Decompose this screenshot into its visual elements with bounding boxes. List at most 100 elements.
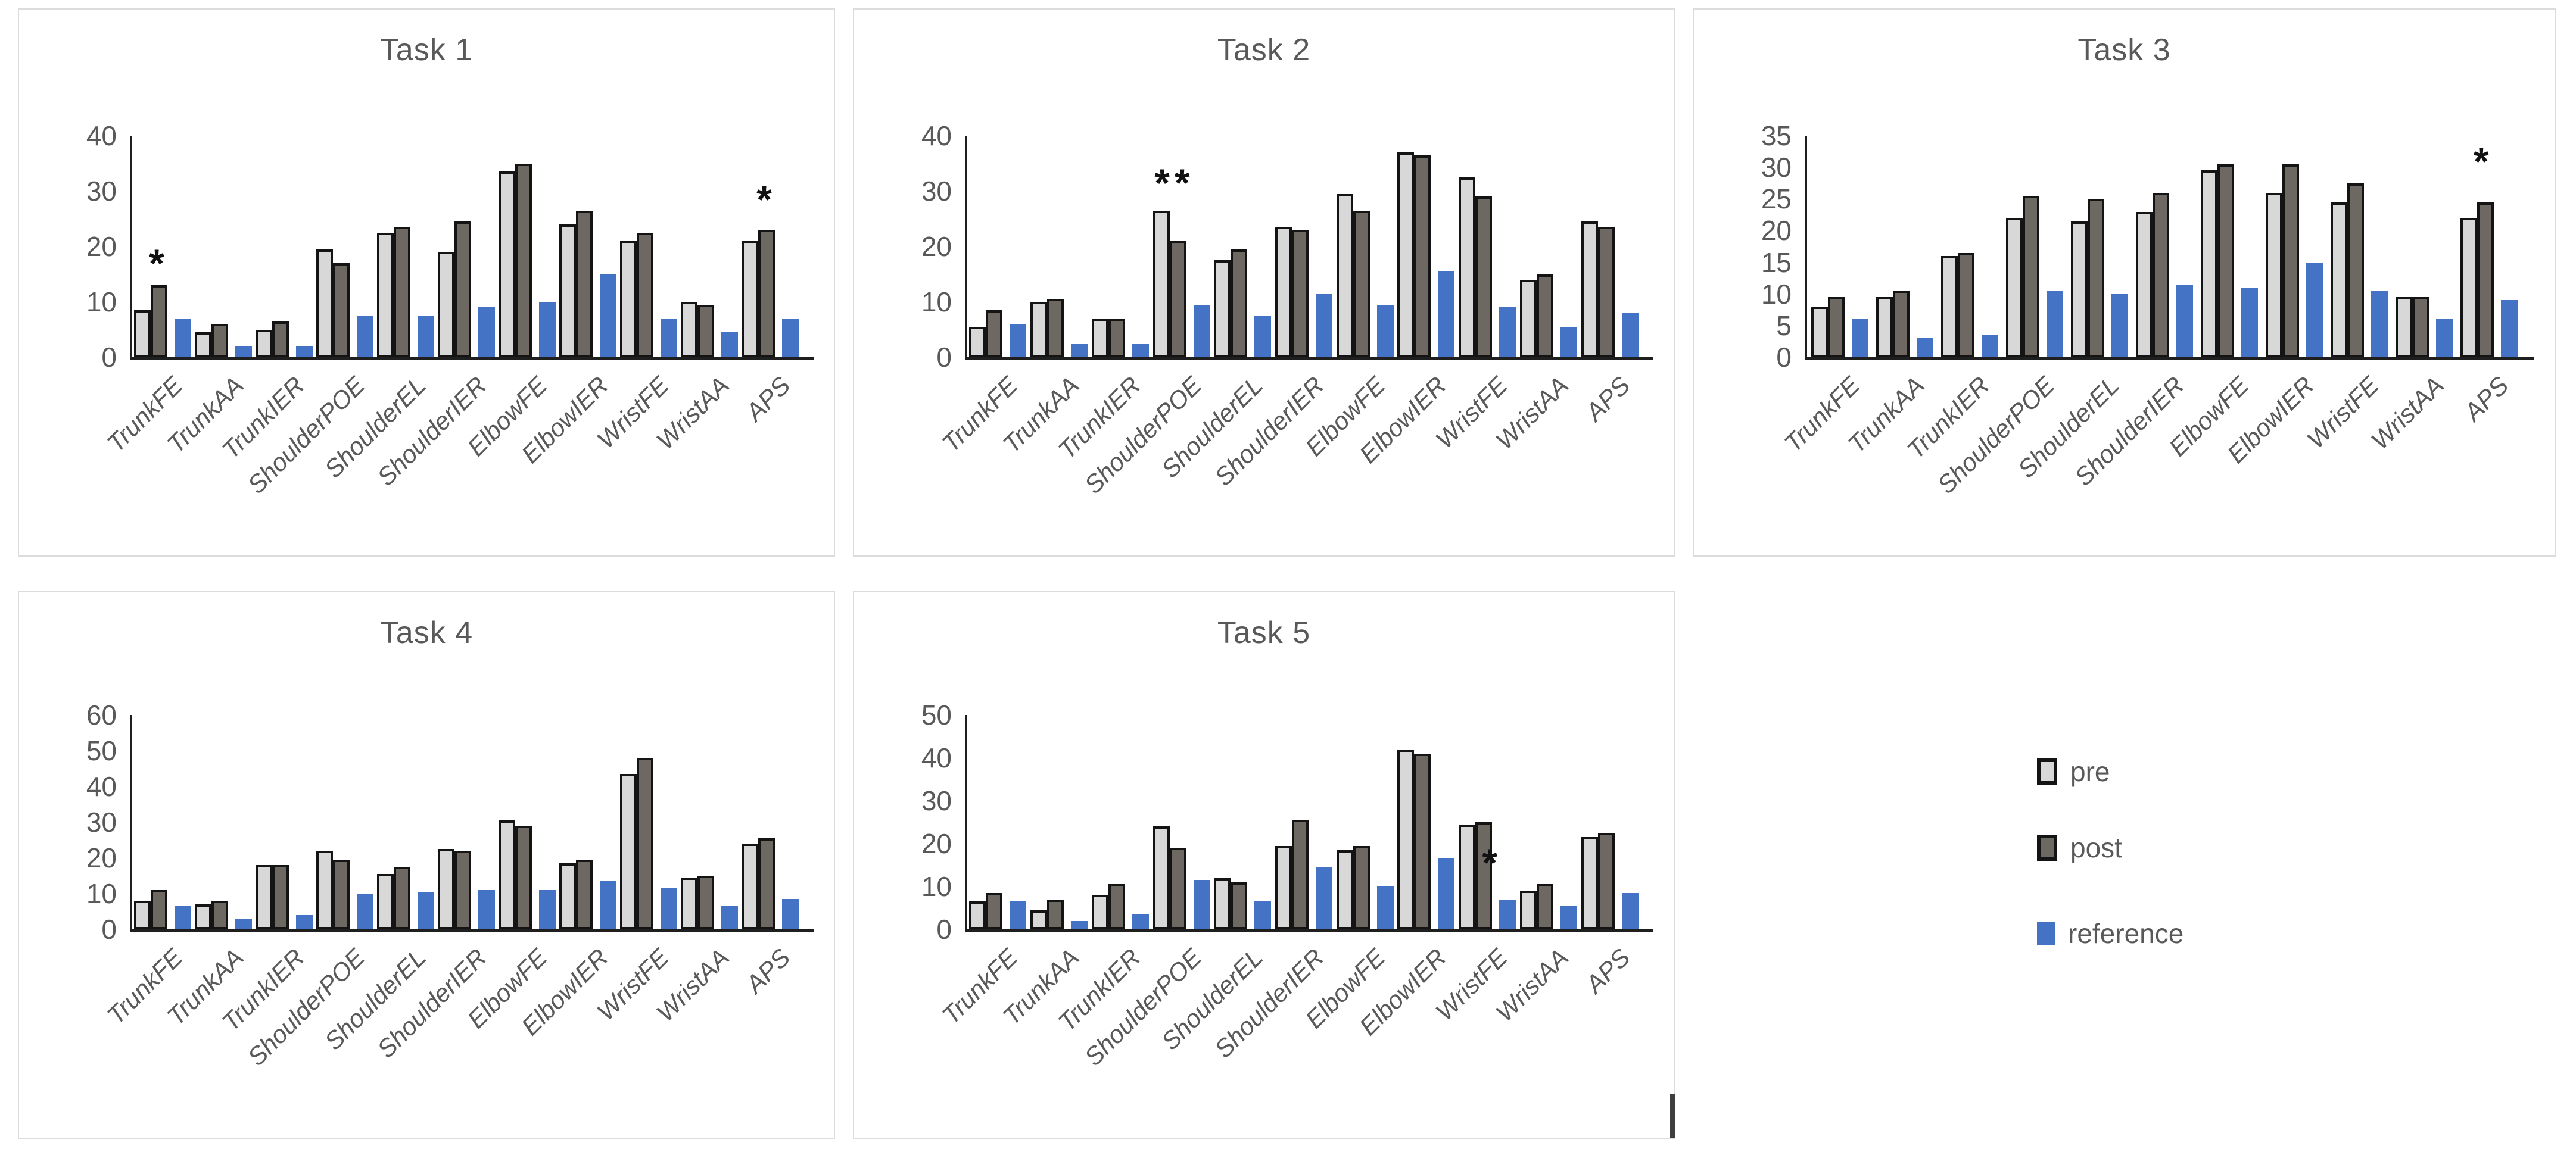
significance-marker: * xyxy=(1482,841,1503,885)
bar-pre-TrunkIER xyxy=(1091,895,1108,929)
bar-pre-TrunkAA xyxy=(1030,910,1048,929)
bar-post-WristAA xyxy=(697,876,714,929)
bar-post-ShoulderIER xyxy=(2152,192,2169,357)
bar-post-WristFE xyxy=(1475,822,1493,929)
bar-post-ElbowFE xyxy=(2217,164,2234,357)
bar-post-WristFE xyxy=(637,758,653,929)
bar-pre-ElbowIER xyxy=(2265,192,2282,357)
bar-post-ShoulderPOE xyxy=(333,263,350,357)
y-axis-line xyxy=(130,136,132,357)
bar-pre-WristFE xyxy=(620,241,637,357)
bar-pre-TrunkAA xyxy=(195,332,211,357)
bar-reference-ShoulderIER xyxy=(2176,284,2193,357)
y-tick-label: 5 xyxy=(1776,310,1792,341)
bar-pre-WristAA xyxy=(1519,891,1537,929)
bar-reference-TrunkFE xyxy=(1010,901,1027,929)
plot-area: * xyxy=(965,715,1653,932)
bar-group-ShoulderIER xyxy=(1275,136,1332,357)
bar-group-TrunkAA xyxy=(195,715,252,929)
bar-post-ShoulderEL xyxy=(2087,199,2104,357)
chart-title: Task 2 xyxy=(1217,33,1311,67)
legend-item-pre: pre xyxy=(2037,755,2110,788)
bar-group-APS xyxy=(742,136,799,357)
bar-pre-ShoulderPOE xyxy=(2005,218,2023,357)
bar-pre-APS xyxy=(742,241,758,357)
bar-group-ShoulderPOE xyxy=(2005,136,2063,357)
bar-group-TrunkIER xyxy=(256,136,313,357)
bar-post-TrunkAA xyxy=(1047,899,1064,929)
bar-group-TrunkFE xyxy=(969,136,1027,357)
bar-reference-WristFE xyxy=(661,888,677,929)
bar-group-WristAA xyxy=(2395,136,2453,357)
bar-pre-ShoulderIER xyxy=(1275,845,1292,929)
bar-pre-WristAA xyxy=(681,302,697,357)
significance-marker: * xyxy=(149,241,169,285)
bar-group-ShoulderEL xyxy=(2070,136,2128,357)
y-tick-label: 50 xyxy=(921,700,952,730)
bar-group-ShoulderIER xyxy=(438,715,495,929)
bar-post-WristFE xyxy=(2347,183,2364,357)
bar-group-TrunkAA xyxy=(1030,715,1088,929)
bar-reference-APS xyxy=(782,318,799,357)
bar-group-WristAA xyxy=(1519,136,1577,357)
bar-pre-ShoulderEL xyxy=(2070,221,2088,357)
bar-pre-APS xyxy=(1581,221,1598,357)
bar-post-TrunkIER xyxy=(1108,884,1125,929)
bar-reference-TrunkIER xyxy=(1132,914,1149,929)
bar-group-APS xyxy=(1581,715,1639,929)
bar-reference-ElbowFE xyxy=(2241,288,2258,357)
bar-reference-ElbowFE xyxy=(539,890,556,929)
bar-group-TrunkFE xyxy=(1811,136,1868,357)
x-axis-line xyxy=(965,357,1653,360)
bar-group-WristAA xyxy=(681,136,738,357)
bar-group-ElbowIER xyxy=(2265,136,2323,357)
bar-pre-ShoulderPOE xyxy=(1152,210,1170,357)
bar-pre-APS xyxy=(2460,218,2477,357)
bar-group-TrunkIER xyxy=(1940,136,1998,357)
bar-post-WristAA xyxy=(2412,297,2429,357)
bar-post-ElbowFE xyxy=(1353,845,1370,929)
bar-post-TrunkFE xyxy=(986,892,1003,929)
bar-reference-TrunkAA xyxy=(1071,920,1088,929)
bar-pre-TrunkAA xyxy=(1876,297,1893,357)
significance-marker: * xyxy=(2473,139,2494,183)
bar-post-TrunkFE xyxy=(151,890,167,929)
bar-reference-ShoulderIER xyxy=(478,890,495,929)
y-tick-label: 10 xyxy=(86,878,117,909)
bar-group-ShoulderIER xyxy=(1275,715,1332,929)
bar-group-TrunkIER xyxy=(1091,715,1149,929)
bar-post-ShoulderEL xyxy=(1231,882,1248,929)
bar-pre-TrunkIER xyxy=(256,329,272,357)
bar-group-ElbowIER xyxy=(559,136,616,357)
bar-reference-ElbowIER xyxy=(1438,858,1455,929)
bar-post-TrunkAA xyxy=(211,324,228,357)
y-tick-label: 15 xyxy=(1761,246,1792,278)
bar-pre-ShoulderIER xyxy=(2135,211,2153,357)
bar-post-TrunkAA xyxy=(211,901,228,929)
y-tick-label: 30 xyxy=(1761,152,1792,183)
bar-reference-TrunkFE xyxy=(1851,319,1868,357)
bar-group-TrunkAA xyxy=(1030,136,1088,357)
bar-pre-ShoulderPOE xyxy=(316,249,333,357)
bar-group-ElbowIER xyxy=(559,715,616,929)
y-axis-line xyxy=(130,715,132,929)
bar-pre-ElbowIER xyxy=(559,224,576,357)
y-tick-label: 30 xyxy=(921,785,952,816)
bar-group-TrunkAA xyxy=(195,136,252,357)
plot-area xyxy=(130,715,814,932)
y-tick-label: 10 xyxy=(1761,278,1792,310)
bar-reference-WristAA xyxy=(2435,319,2453,357)
bar-reference-TrunkFE xyxy=(1010,324,1027,357)
bar-pre-ElbowIER xyxy=(1397,152,1415,357)
bar-post-TrunkIER xyxy=(272,321,289,357)
bar-post-ElbowIER xyxy=(1414,753,1431,929)
bar-pre-ShoulderEL xyxy=(1214,878,1231,929)
plot-area: ** xyxy=(130,136,814,360)
bar-reference-ElbowFE xyxy=(1376,886,1394,929)
y-tick-label: 20 xyxy=(86,231,117,262)
bar-group-WristAA xyxy=(1519,715,1577,929)
bar-group-TrunkIER xyxy=(256,715,313,929)
category-label-APS: APS xyxy=(740,371,796,426)
bar-reference-ElbowIER xyxy=(1438,271,1455,357)
bar-group-APS xyxy=(2460,136,2518,357)
